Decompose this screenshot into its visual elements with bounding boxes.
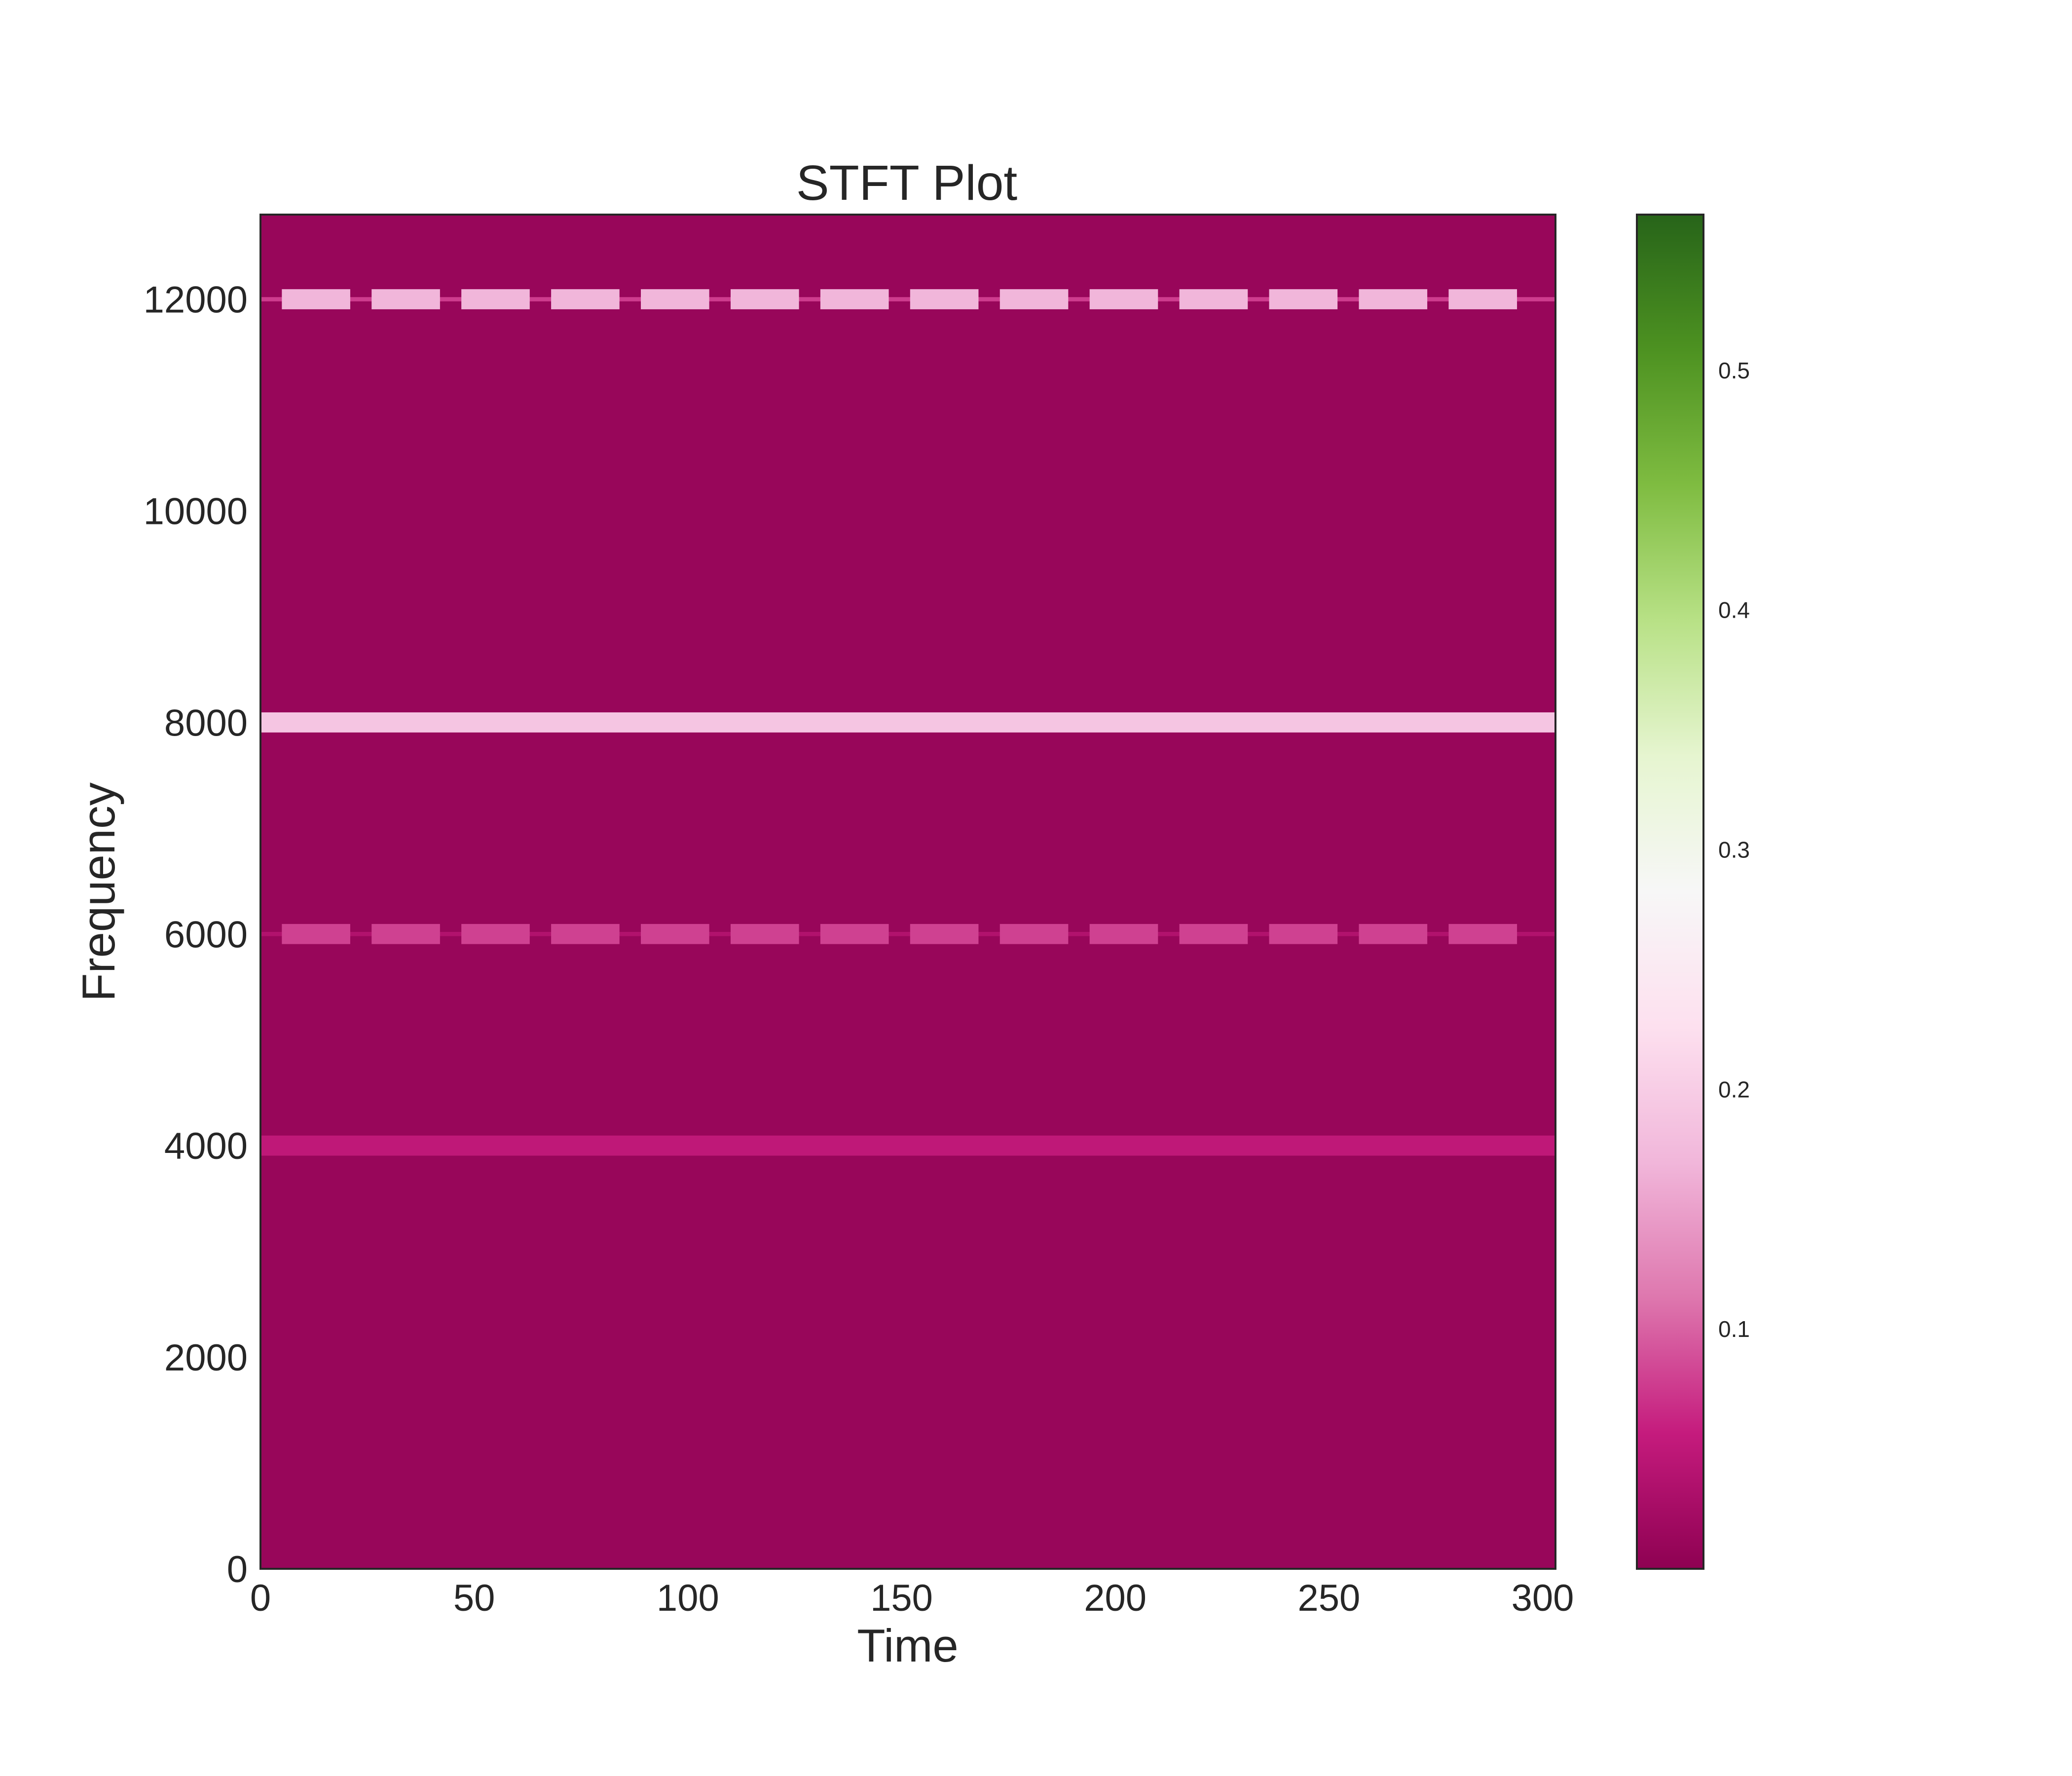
x-tick-label: 300 (1512, 1577, 1574, 1619)
pulse-6000-11 (1269, 924, 1338, 944)
x-tick-label: 0 (250, 1577, 271, 1619)
pulse-6000-5 (730, 924, 799, 944)
y-tick-label: 8000 (164, 702, 248, 744)
y-tick-label: 6000 (164, 914, 248, 956)
pulse-12000-5 (730, 289, 799, 309)
colorbar-tick-label: 0.4 (1718, 597, 1750, 623)
pulse-6000-1 (371, 924, 440, 944)
pulse-6000-9 (1089, 924, 1158, 944)
band-6000-trace (260, 931, 1555, 936)
pulse-12000-7 (910, 289, 979, 309)
pulse-6000-7 (910, 924, 979, 944)
pulse-6000-13 (1448, 924, 1517, 944)
band-12000-trace (260, 297, 1555, 301)
pulse-6000-10 (1179, 924, 1248, 944)
y-axis-ticks: 0 2000 4000 6000 8000 10000 12000 (144, 279, 248, 1591)
x-axis-ticks: 0 50 100 150 200 250 300 (250, 1577, 1574, 1619)
plot-frame (259, 214, 1556, 1570)
y-tick-label: 0 (227, 1549, 248, 1591)
x-tick-label: 150 (870, 1577, 933, 1619)
x-tick-label: 250 (1297, 1577, 1360, 1619)
x-tick-label: 50 (453, 1577, 495, 1619)
pulse-12000-13 (1448, 289, 1517, 309)
colorbar-tick-label: 0.2 (1718, 1076, 1750, 1102)
pulse-6000-2 (461, 924, 530, 944)
pulse-6000-8 (999, 924, 1069, 944)
pulse-12000-2 (461, 289, 530, 309)
x-tick-label: 200 (1084, 1577, 1147, 1619)
y-tick-label: 4000 (164, 1125, 248, 1167)
colorbar-ticks: 0.1 0.2 0.3 0.4 0.5 (1718, 358, 1750, 1342)
x-tick-label: 100 (657, 1577, 719, 1619)
pulse-12000-1 (371, 289, 440, 309)
pulse-6000-6 (820, 924, 889, 944)
pulse-12000-4 (641, 289, 709, 309)
y-tick-label: 12000 (144, 279, 248, 321)
band-8000 (260, 712, 1555, 733)
pulse-12000-3 (551, 289, 620, 309)
band-4000 (260, 1135, 1555, 1156)
pulse-6000-0 (282, 924, 350, 944)
y-tick-label: 10000 (144, 490, 248, 532)
y-tick-label: 2000 (164, 1337, 248, 1379)
heatmap-background (260, 215, 1555, 1569)
pulse-12000-11 (1269, 289, 1338, 309)
pulse-12000-8 (999, 289, 1069, 309)
pulse-12000-6 (820, 289, 889, 309)
colorbar-tick-label: 0.5 (1718, 358, 1750, 383)
pulse-12000-12 (1359, 289, 1428, 309)
chart-title: STFT Plot (796, 155, 1017, 211)
frequency-bands (260, 289, 1555, 1156)
x-axis-label: Time (857, 1620, 958, 1671)
pulse-12000-10 (1179, 289, 1248, 309)
colorbar-gradient (1637, 215, 1703, 1569)
colorbar-frame (1636, 214, 1704, 1570)
colorbar-tick-label: 0.3 (1718, 837, 1750, 862)
colorbar-tick-label: 0.1 (1718, 1316, 1750, 1342)
plot-area (259, 214, 1556, 1570)
colorbar: 0.1 0.2 0.3 0.4 0.5 (1636, 214, 1750, 1570)
y-axis-label: Frequency (73, 782, 124, 1001)
pulse-6000-3 (551, 924, 620, 944)
pulse-12000-9 (1089, 289, 1158, 309)
pulse-6000-12 (1359, 924, 1428, 944)
pulse-12000-0 (282, 289, 350, 309)
pulse-6000-4 (641, 924, 709, 944)
